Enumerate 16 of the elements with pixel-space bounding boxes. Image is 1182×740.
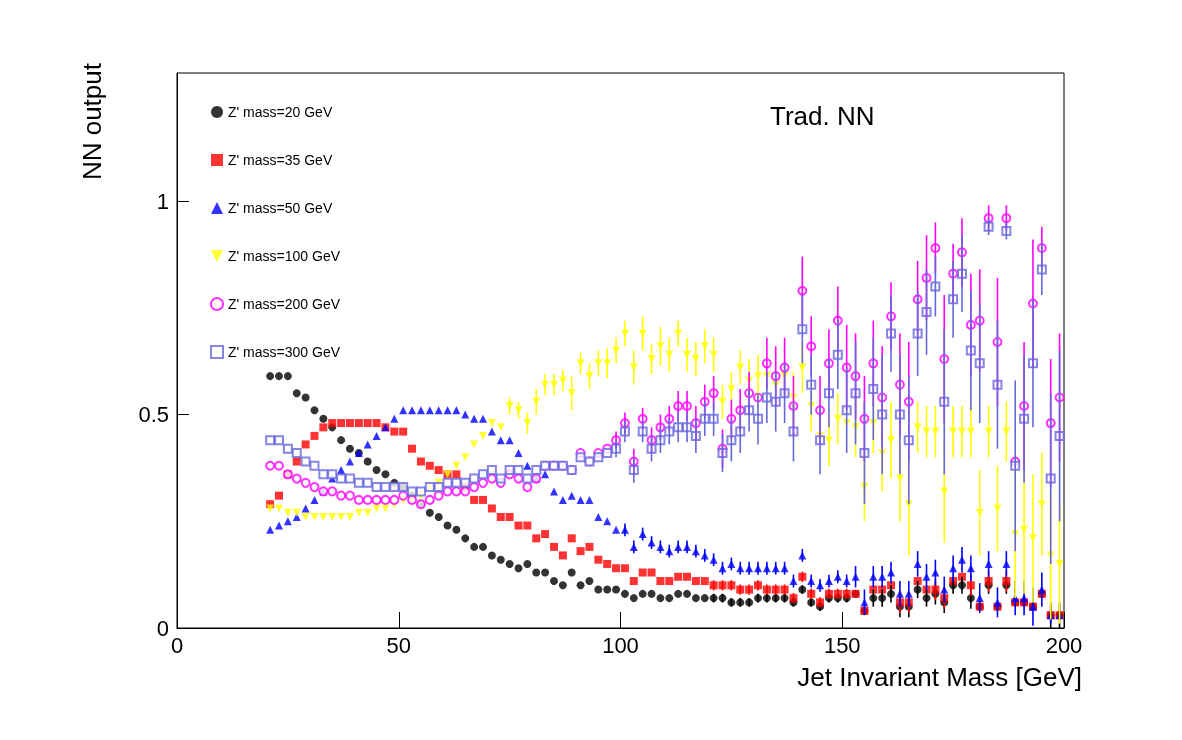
legend-label: Z' mass=20 GeV bbox=[228, 104, 333, 120]
y-tick-label: 0 bbox=[156, 615, 169, 641]
y-tick-label: 1 bbox=[156, 188, 169, 214]
x-axis-title: Jet Invariant Mass [GeV] bbox=[797, 662, 1082, 692]
y-axis-title: NN output bbox=[77, 62, 107, 181]
legend-label: Z' mass=50 GeV bbox=[228, 200, 333, 216]
y-tick-label: 0.5 bbox=[138, 402, 169, 428]
legend-label: Z' mass=300 GeV bbox=[228, 344, 341, 360]
legend-label: Z' mass=200 GeV bbox=[228, 296, 341, 312]
text: Trad. NN bbox=[770, 101, 875, 131]
legend-label: Z' mass=100 GeV bbox=[228, 248, 341, 264]
x-tick-label: 200 bbox=[1045, 632, 1083, 658]
legend-label: Z' mass=35 GeV bbox=[228, 152, 333, 168]
x-tick-label: 100 bbox=[602, 632, 639, 658]
x-tick-label: 150 bbox=[823, 632, 861, 658]
x-tick-label: 50 bbox=[386, 632, 411, 658]
